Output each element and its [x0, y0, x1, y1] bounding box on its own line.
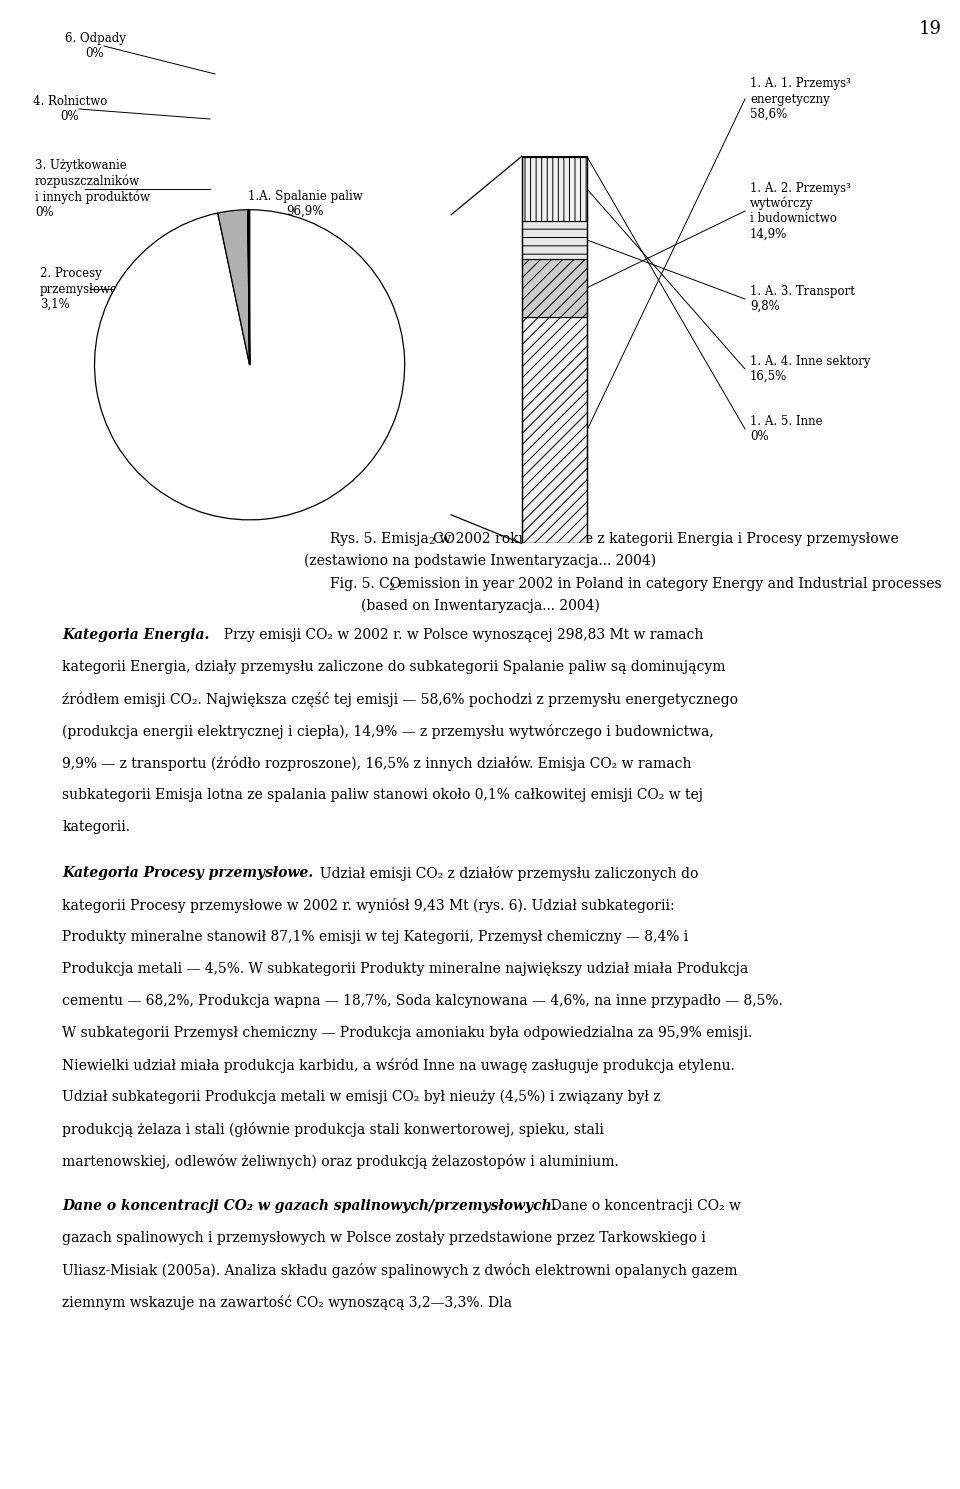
Bar [522, 158, 587, 220]
Text: martenowskiej, odlewów żeliwnych) oraz produkcją żelazostopów i aluminium.: martenowskiej, odlewów żeliwnych) oraz p… [62, 1154, 619, 1169]
Text: kategorii Procesy przemysłowe w 2002 r. wyniósł 9,43 Mt (rys. 6). Udział subkate: kategorii Procesy przemysłowe w 2002 r. … [62, 898, 675, 913]
Text: Udział emisji CO₂ z działów przemysłu zaliczonych do: Udział emisji CO₂ z działów przemysłu za… [310, 867, 698, 881]
Wedge shape [218, 210, 250, 365]
Text: 3. Użytkowanie
rozpuszczalników
i innych produktów
0%: 3. Użytkowanie rozpuszczalników i innych… [35, 159, 150, 219]
Text: 1.A. Spalanie paliw
96,9%: 1.A. Spalanie paliw 96,9% [248, 191, 362, 217]
Text: 19: 19 [919, 19, 942, 39]
Text: kategorii.: kategorii. [62, 820, 131, 834]
Text: emission in year 2002 in Poland in category Energy and Industrial processes: emission in year 2002 in Poland in categ… [394, 578, 942, 591]
Text: Fig. 5. CO: Fig. 5. CO [330, 578, 401, 591]
Text: W subkategorii Przemysł chemiczny — Produkcja amoniaku była odpowiedzialna za 95: W subkategorii Przemysł chemiczny — Prod… [62, 1026, 753, 1039]
Text: 1. A. 5. Inne
0%: 1. A. 5. Inne 0% [750, 415, 823, 444]
Text: 9,9% — z transportu (źródło rozproszone), 16,5% z innych działów. Emisja CO₂ w r: 9,9% — z transportu (źródło rozproszone)… [62, 756, 692, 771]
Text: Produkcja metali — 4,5%. W subkategorii Produkty mineralne największy udział mia: Produkcja metali — 4,5%. W subkategorii … [62, 962, 749, 975]
Text: Niewielki udział miała produkcja karbidu, a wśród Inne na uwagę zasługuje produk: Niewielki udział miała produkcja karbidu… [62, 1057, 735, 1072]
Text: w 2002 roku w Polsce z kategorii Energia i Procesy przemysłowe: w 2002 roku w Polsce z kategorii Energia… [435, 532, 899, 546]
Wedge shape [249, 210, 250, 365]
Text: Przy emisji CO₂ w 2002 r. w Polsce wynoszącej 298,83 Mt w ramach: Przy emisji CO₂ w 2002 r. w Polsce wynos… [215, 628, 703, 642]
Text: subkategorii Emisja lotna ze spalania paliw stanowi około 0,1% całkowitej emisji: subkategorii Emisja lotna ze spalania pa… [62, 788, 704, 803]
Text: 1. A. 2. Przemys³
wytwórczy
i budownictwo
14,9%: 1. A. 2. Przemys³ wytwórczy i budownictw… [750, 182, 851, 240]
Wedge shape [94, 210, 405, 520]
Text: Rys. 5. Emisja CO: Rys. 5. Emisja CO [330, 532, 455, 546]
Text: (zestawiono na podstawie Inwentaryzacja... 2004): (zestawiono na podstawie Inwentaryzacja.… [304, 554, 656, 569]
Text: 1 B. Energia, Emisja
lotna z paliw
0%: 1 B. Energia, Emisja lotna z paliw 0% [114, 356, 236, 399]
Bar [522, 156, 587, 543]
Bar [522, 317, 587, 543]
Text: (based on Inwentaryzacja... 2004): (based on Inwentaryzacja... 2004) [361, 599, 599, 613]
Text: źródłem emisji CO₂. Największa część tej emisji — 58,6% pochodzi z przemysłu ene: źródłem emisji CO₂. Największa część tej… [62, 692, 738, 707]
Wedge shape [248, 210, 250, 365]
Text: Udział subkategorii Produkcja metali w emisji CO₂ był nieuży (4,5%) i związany b: Udział subkategorii Produkcja metali w e… [62, 1090, 660, 1103]
Text: Dane o koncentracji CO₂ w: Dane o koncentracji CO₂ w [542, 1199, 741, 1214]
Text: Dane o koncentracji CO₂ w gazach spalinowych/przemysłowych.: Dane o koncentracji CO₂ w gazach spalino… [62, 1199, 557, 1214]
Bar [522, 259, 587, 317]
Text: gazach spalinowych i przemysłowych w Polsce zostały przedstawione przez Tarkowsk: gazach spalinowych i przemysłowych w Pol… [62, 1231, 707, 1245]
Text: Uliasz-Misiak (2005a). Analiza składu gazów spalinowych z dwóch elektrowni opala: Uliasz-Misiak (2005a). Analiza składu ga… [62, 1263, 738, 1278]
Text: 1. A. 1. Przemys³
energetyczny
58,6%: 1. A. 1. Przemys³ energetyczny 58,6% [750, 77, 851, 121]
Text: 2: 2 [428, 538, 435, 546]
Text: 1. A. 3. Transport
9,8%: 1. A. 3. Transport 9,8% [750, 284, 854, 313]
Bar [522, 220, 587, 259]
Text: Kategoria Energia.: Kategoria Energia. [62, 628, 210, 642]
Text: 2: 2 [388, 582, 395, 591]
Text: kategorii Energia, działy przemysłu zaliczone do subkategorii Spalanie paliw są : kategorii Energia, działy przemysłu zali… [62, 660, 726, 675]
Text: 4. Rolnictwo
0%: 4. Rolnictwo 0% [33, 95, 108, 124]
Text: Produkty mineralne stanowił 87,1% emisji w tej Kategorii, Przemysł chemiczny — 8: Produkty mineralne stanowił 87,1% emisji… [62, 929, 688, 944]
Text: 6. Odpady
0%: 6. Odpady 0% [64, 31, 126, 60]
Text: Kategoria Procesy przemysłowe.: Kategoria Procesy przemysłowe. [62, 867, 314, 880]
Wedge shape [248, 210, 250, 365]
Text: produkcją żelaza i stali (głównie produkcja stali konwertorowej, spieku, stali: produkcją żelaza i stali (głównie produk… [62, 1121, 604, 1136]
Text: 2. Procesy
przemysłowe
3,1%: 2. Procesy przemysłowe 3,1% [40, 268, 118, 311]
Text: ziemnym wskazuje na zawartość CO₂ wynoszącą 3,2—3,3%. Dla: ziemnym wskazuje na zawartość CO₂ wynosz… [62, 1295, 513, 1310]
Text: cementu — 68,2%, Produkcja wapna — 18,7%, Soda kalcynowana — 4,6%, na inne przyp: cementu — 68,2%, Produkcja wapna — 18,7%… [62, 993, 783, 1008]
Text: 1. A. 4. Inne sektory
16,5%: 1. A. 4. Inne sektory 16,5% [750, 354, 871, 383]
Text: (produkcja energii elektrycznej i ciepła), 14,9% — z przemysłu wytwórczego i bud: (produkcja energii elektrycznej i ciepła… [62, 724, 714, 739]
